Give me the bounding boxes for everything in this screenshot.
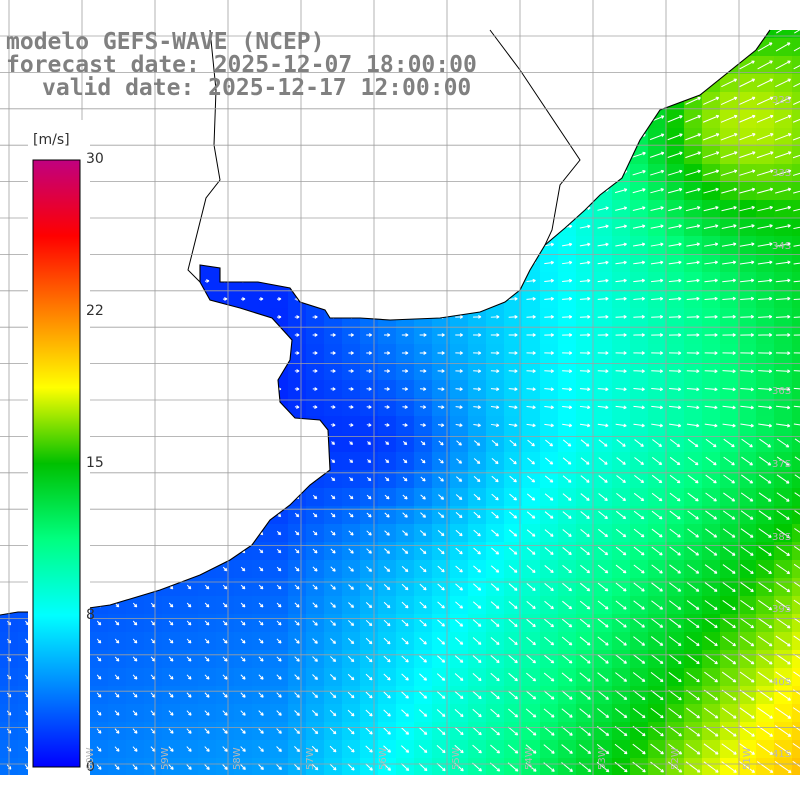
lon-label: 60W bbox=[85, 747, 96, 770]
lon-label: 53W bbox=[597, 747, 608, 770]
coastline bbox=[0, 29, 771, 616]
lon-label: 52W bbox=[670, 747, 681, 770]
lat-label: 39S bbox=[772, 604, 792, 615]
colorbar-tick-22: 22 bbox=[86, 303, 104, 319]
lon-label: 58W bbox=[232, 747, 243, 770]
colorbar-tick-30: 30 bbox=[86, 151, 104, 167]
lon-label: 54W bbox=[524, 747, 535, 770]
lat-label: 32S bbox=[772, 95, 792, 106]
lat-label: 33S bbox=[772, 168, 792, 179]
valid-date: valid date: 2025-12-17 12:00:00 bbox=[42, 75, 472, 101]
lat-label: 36S bbox=[772, 386, 792, 397]
lon-label: 51W bbox=[742, 747, 753, 770]
lon-label: 55W bbox=[451, 747, 462, 770]
lon-label: 57W bbox=[305, 747, 316, 770]
lat-label: 40S bbox=[772, 677, 792, 688]
forecast-date: forecast date: 2025-12-07 18:00:00 bbox=[6, 52, 477, 78]
lat-label: 34S bbox=[772, 241, 792, 252]
colorbar-unit: [m/s] bbox=[33, 132, 70, 148]
lon-label: 56W bbox=[378, 747, 389, 770]
lat-label: 37S bbox=[772, 459, 792, 470]
lon-label: 59W bbox=[160, 747, 171, 770]
graticule bbox=[0, 0, 800, 775]
border-line bbox=[187, 29, 221, 283]
colorbar-tick-15: 15 bbox=[86, 455, 104, 471]
lat-label: 41S bbox=[772, 749, 792, 760]
lat-label: 38S bbox=[772, 532, 792, 543]
bottom-margin bbox=[0, 775, 800, 800]
colorbar-tick-8: 8 bbox=[86, 607, 95, 623]
colorbar bbox=[32, 159, 81, 768]
top-margin bbox=[0, 0, 800, 28]
land-mask bbox=[0, 0, 800, 615]
colorbar-tick-0: 0 bbox=[86, 759, 95, 775]
model-title: modelo GEFS-WAVE (NCEP) bbox=[6, 29, 325, 55]
